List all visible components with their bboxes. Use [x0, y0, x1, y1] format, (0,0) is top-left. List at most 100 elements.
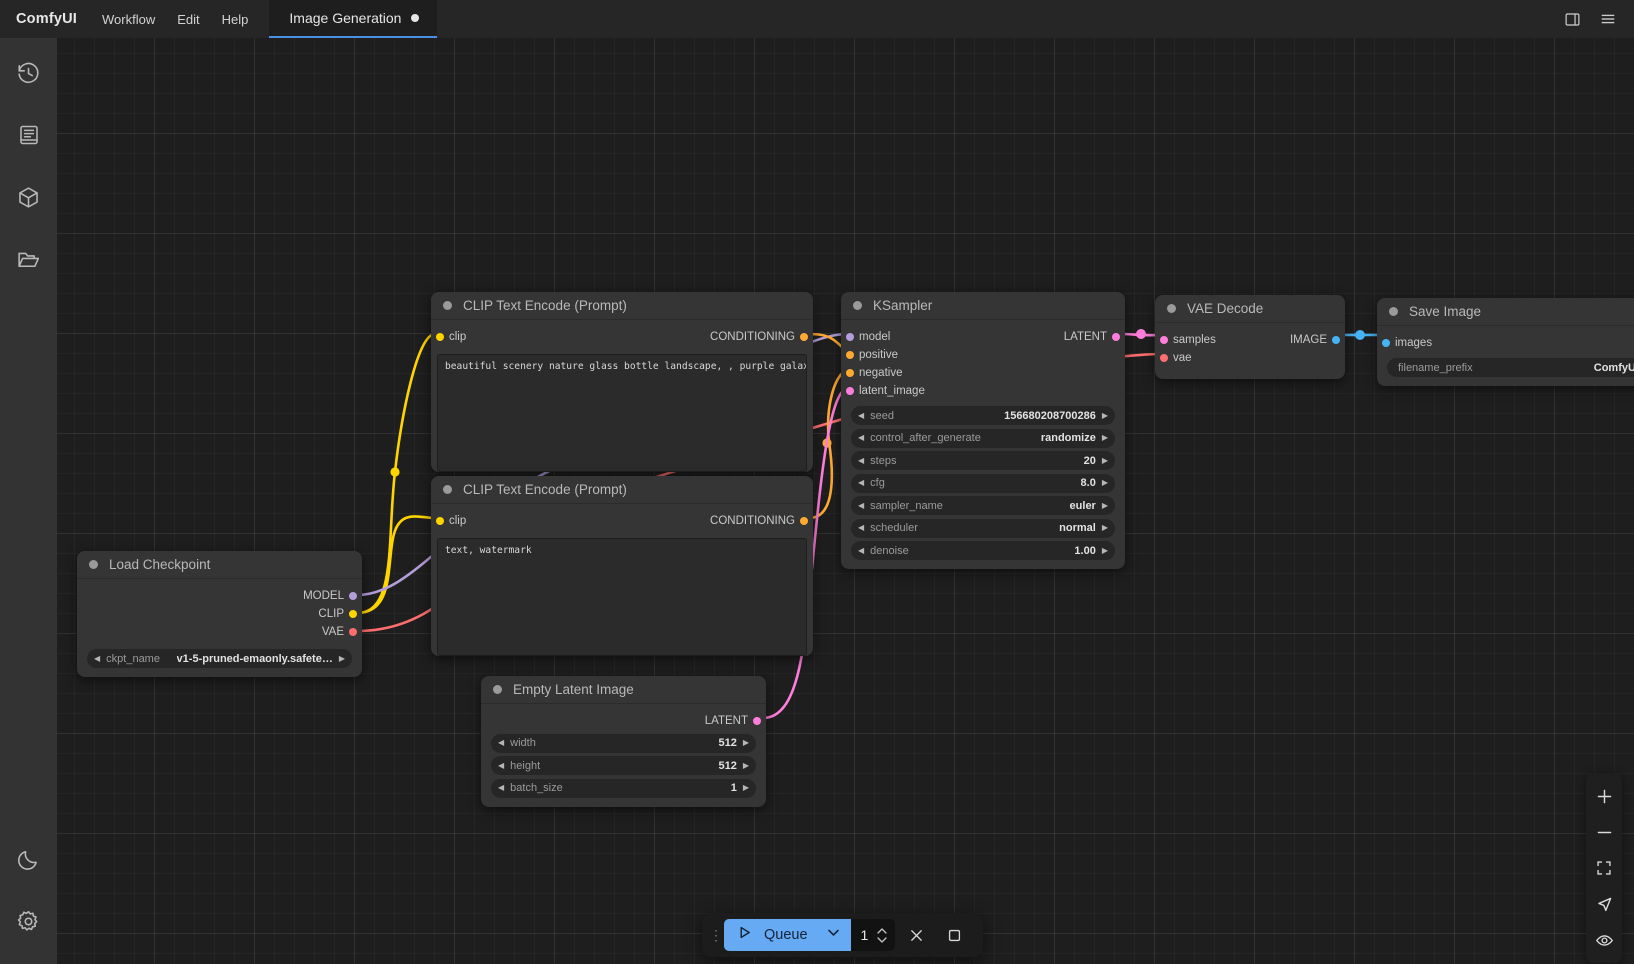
widget-value[interactable]: 1 [730, 782, 737, 794]
node-header[interactable]: CLIP Text Encode (Prompt) [431, 292, 813, 320]
node-header[interactable]: KSampler [841, 292, 1125, 320]
graph-canvas[interactable]: Load Checkpoint MODEL CLIP VAE ◀ ckpt_na… [57, 38, 1634, 964]
input-slot-dot-samples[interactable] [1160, 336, 1168, 344]
history-clock-icon[interactable] [0, 42, 57, 104]
node-ksampler[interactable]: KSampler model LATENT positive negative … [841, 292, 1125, 569]
node-save-image[interactable]: Save Image images filename_prefix ComfyU… [1377, 298, 1634, 386]
decrement-arrow-icon[interactable]: ◀ [858, 545, 865, 555]
increment-arrow-icon[interactable]: ▶ [338, 653, 345, 663]
input-slot-dot-negative[interactable] [846, 369, 854, 377]
moon-icon[interactable] [0, 828, 57, 890]
decrement-arrow-icon[interactable]: ◀ [858, 500, 865, 510]
fit-view-icon[interactable] [1587, 851, 1621, 885]
decrement-arrow-icon[interactable]: ◀ [498, 738, 505, 747]
decrement-arrow-icon[interactable]: ◀ [858, 478, 865, 487]
widget-value[interactable]: 512 [718, 737, 737, 749]
zoom-out-icon[interactable] [1587, 815, 1621, 849]
collapse-dot-icon[interactable] [1167, 304, 1176, 313]
folder-open-icon[interactable] [0, 228, 57, 290]
widget-steps[interactable]: ◀ steps 20 ▶ [851, 451, 1115, 470]
widget-scheduler[interactable]: ◀ scheduler normal ▶ [851, 518, 1115, 538]
widget-batch-size[interactable]: ◀ batch_size 1 ▶ [491, 778, 756, 798]
input-slot-dot-vae[interactable] [1160, 354, 1168, 362]
output-slot-clip[interactable]: CLIP [77, 605, 362, 623]
drag-handle-icon[interactable]: ⋮ [709, 926, 723, 943]
collapse-dot-icon[interactable] [853, 301, 862, 310]
input-slot-dot-latent-image[interactable] [846, 387, 854, 395]
node-load-checkpoint[interactable]: Load Checkpoint MODEL CLIP VAE ◀ ckpt_na… [77, 551, 362, 677]
decrement-arrow-icon[interactable]: ◀ [94, 653, 101, 663]
widget-filename-prefix[interactable]: filename_prefix ComfyUI [1387, 358, 1634, 377]
widget-seed[interactable]: ◀ seed 156680208700286 ▶ [851, 406, 1115, 425]
hamburger-menu-icon[interactable] [1592, 3, 1624, 35]
increment-arrow-icon[interactable]: ▶ [742, 738, 749, 747]
node-vae-decode[interactable]: VAE Decode samples IMAGE vae [1155, 295, 1345, 379]
widget-value[interactable]: randomize [1040, 432, 1096, 444]
collapse-dot-icon[interactable] [1389, 307, 1398, 316]
widget-cfg[interactable]: ◀ cfg 8.0 ▶ [851, 473, 1115, 493]
input-slot-dot-positive[interactable] [846, 351, 854, 359]
widget-value[interactable]: 512 [718, 759, 737, 772]
menu-workflow[interactable]: Workflow [102, 11, 156, 27]
node-header[interactable]: Empty Latent Image [481, 676, 766, 704]
widget-value[interactable]: euler [1069, 499, 1096, 512]
node-header[interactable]: Load Checkpoint [77, 551, 362, 579]
cube-icon[interactable] [0, 166, 57, 228]
node-clip-text-encode-positive[interactable]: CLIP Text Encode (Prompt) clip CONDITION… [431, 292, 813, 472]
increment-arrow-icon[interactable]: ▶ [1101, 410, 1108, 420]
node-header[interactable]: VAE Decode [1155, 295, 1345, 323]
batch-count-stepper[interactable]: 1 [850, 919, 896, 951]
widget-value[interactable]: 20 [1083, 454, 1096, 467]
output-slot-dot-latent[interactable] [1112, 333, 1120, 341]
output-slot-dot-conditioning[interactable] [800, 517, 808, 525]
decrement-arrow-icon[interactable]: ◀ [858, 410, 865, 420]
collapse-dot-icon[interactable] [89, 560, 98, 569]
increment-arrow-icon[interactable]: ▶ [1101, 455, 1108, 465]
node-header[interactable]: CLIP Text Encode (Prompt) [431, 476, 813, 504]
decrement-arrow-icon[interactable]: ◀ [858, 433, 865, 442]
clear-queue-icon[interactable] [899, 918, 933, 952]
input-slot-dot-clip[interactable] [436, 333, 444, 341]
zoom-in-icon[interactable] [1587, 779, 1621, 813]
tab-image-generation[interactable]: Image Generation [269, 0, 438, 38]
pointer-icon[interactable] [1587, 887, 1621, 921]
chevron-down-icon[interactable] [826, 925, 841, 945]
panel-layout-icon[interactable] [1556, 3, 1588, 35]
slot-dot[interactable] [349, 610, 357, 618]
widget-height[interactable]: ◀ height 512 ▶ [491, 756, 756, 775]
node-header[interactable]: Save Image [1377, 298, 1634, 326]
widget-value[interactable]: 8.0 [1080, 477, 1096, 489]
stop-icon[interactable] [937, 918, 971, 952]
slot-dot[interactable] [349, 628, 357, 636]
widget-value[interactable]: normal [1059, 522, 1096, 534]
menu-help[interactable]: Help [221, 11, 249, 27]
output-slot-model[interactable]: MODEL [77, 587, 362, 605]
collapse-dot-icon[interactable] [493, 685, 502, 694]
increment-arrow-icon[interactable]: ▶ [1101, 500, 1108, 510]
increment-arrow-icon[interactable]: ▶ [742, 783, 749, 792]
widget-value[interactable]: v1-5-pruned-emaonly.safete… [176, 652, 333, 665]
decrement-arrow-icon[interactable]: ◀ [858, 523, 865, 532]
output-slot-vae[interactable]: VAE [77, 623, 362, 641]
batch-count-value[interactable]: 1 [860, 927, 869, 943]
input-slot-dot-images[interactable] [1382, 339, 1390, 347]
gear-icon[interactable] [0, 890, 57, 952]
menu-edit[interactable]: Edit [177, 11, 200, 27]
collapse-dot-icon[interactable] [443, 485, 452, 494]
widget-value[interactable]: ComfyUI [1593, 361, 1634, 374]
widget-width[interactable]: ◀ width 512 ▶ [491, 733, 756, 753]
collapse-dot-icon[interactable] [443, 301, 452, 310]
decrement-arrow-icon[interactable]: ◀ [498, 760, 505, 770]
widget-ckpt-name[interactable]: ◀ ckpt_name v1-5-pruned-emaonly.safete… … [87, 649, 352, 668]
output-slot-dot-image[interactable] [1332, 336, 1340, 344]
widget-value[interactable]: 1.00 [1074, 544, 1096, 557]
node-clip-text-encode-negative[interactable]: CLIP Text Encode (Prompt) clip CONDITION… [431, 476, 813, 656]
decrement-arrow-icon[interactable]: ◀ [858, 455, 865, 465]
output-slot-latent[interactable]: LATENT [481, 712, 766, 730]
slot-dot[interactable] [753, 717, 761, 725]
widget-sampler-name[interactable]: ◀ sampler_name euler ▶ [851, 496, 1115, 515]
increment-arrow-icon[interactable]: ▶ [742, 760, 749, 770]
increment-arrow-icon[interactable]: ▶ [1101, 545, 1108, 555]
eye-icon[interactable] [1587, 923, 1621, 957]
increment-arrow-icon[interactable]: ▶ [1101, 478, 1108, 487]
